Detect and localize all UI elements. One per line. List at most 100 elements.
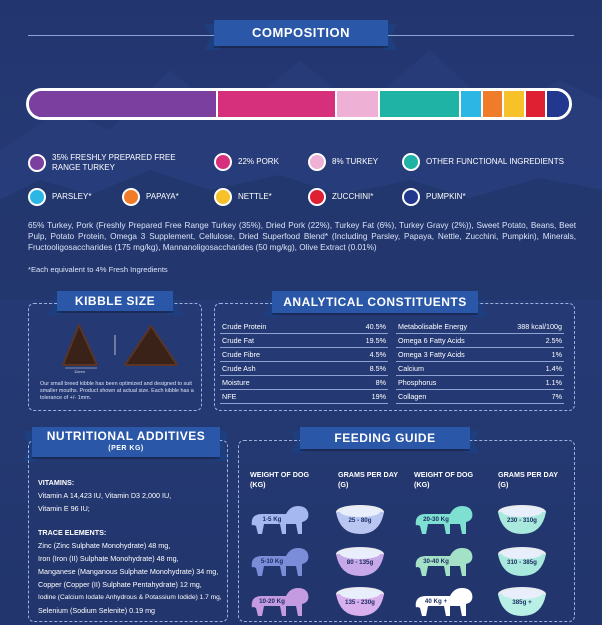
constituent-name: Crude Protein — [220, 320, 332, 334]
composition-bar — [26, 88, 572, 120]
legend-label: PUMPKIN* — [426, 192, 466, 201]
constituent-value: 1.4% — [496, 361, 564, 376]
dog-weight-label: 40 Kg + — [424, 598, 448, 605]
dog-icon — [246, 500, 312, 543]
bowl-grams-label: 135 - 230g — [345, 599, 375, 606]
feeding-header: GRAMS PER DAY (G) — [338, 470, 398, 489]
kibble-image — [62, 324, 178, 369]
analytical-row: Moisture 8% — [220, 375, 388, 390]
legend-swatch — [402, 153, 420, 171]
legend-label: PARSLEY* — [52, 192, 92, 201]
analytical-row: Crude Protein 40.5% — [220, 320, 388, 334]
bowl-icon — [332, 584, 388, 623]
analytical-table-right: Metabolisable Energy 388 kcal/100g Omega 6… — [396, 320, 564, 404]
composition-segment — [379, 91, 461, 117]
bowl-icon — [494, 502, 550, 541]
analytical-row: Crude Ash 8.5% — [220, 361, 388, 376]
bowl-grams-label: 310 - 385g — [507, 559, 537, 566]
feeding-title: FEEDING GUIDE — [300, 427, 470, 449]
bowl-grams-label: 385g + — [512, 599, 532, 606]
analytical-row: Omega 6 Fatty Acids 2.5% — [396, 333, 564, 348]
trace-line-3: Manganese (Manganous Sulphate Monohydrat… — [38, 567, 219, 576]
feeding-header: WEIGHT OF DOG (KG) — [414, 470, 474, 489]
legend-label: OTHER FUNCTIONAL INGREDIENTS — [426, 157, 564, 166]
legend-label: NETTLE* — [238, 192, 272, 201]
composition-title: COMPOSITION — [214, 20, 388, 46]
analytical-table-left: Crude Protein 40.5% Crude Fat 19.5% Crude Fi… — [220, 320, 388, 404]
composition-segment — [525, 91, 548, 117]
constituent-value: 19.5% — [331, 333, 388, 348]
legend-swatch — [122, 188, 140, 206]
feeding-header: WEIGHT OF DOG (KG) — [250, 470, 310, 489]
legend-item: PAPAYA* — [122, 188, 212, 206]
constituent-value: 40.5% — [331, 320, 388, 334]
constituent-name: Omega 6 Fatty Acids — [396, 333, 497, 348]
legend-item: 22% PORK — [214, 153, 304, 171]
legend-swatch — [308, 188, 326, 206]
constituent-value: 388 kcal/100g — [496, 320, 564, 334]
constituent-name: Collagen — [396, 389, 497, 404]
legend-label: PAPAYA* — [146, 192, 179, 201]
constituent-name: Moisture — [220, 375, 332, 390]
kibble-title: KIBBLE SIZE — [57, 291, 173, 311]
dog-icon — [410, 500, 476, 543]
legend-item: PARSLEY* — [28, 188, 118, 206]
analytical-row: Omega 3 Fatty Acids 1% — [396, 347, 564, 362]
vitamins-line-2: Vitamin E 96 IU; — [38, 504, 90, 513]
legend-label: 35% FRESHLY PREPARED FREE RANGE TURKEY — [52, 153, 176, 172]
legend-label: ZUCCHINI* — [332, 192, 374, 201]
constituent-value: 2.5% — [496, 333, 564, 348]
constituent-value: 8.5% — [331, 361, 388, 376]
feeding-header: GRAMS PER DAY (G) — [498, 470, 558, 489]
constituent-name: Phosphorus — [396, 375, 497, 390]
constituent-name: Calcium — [396, 361, 497, 376]
composition-segment — [460, 91, 483, 117]
dog-icon — [410, 542, 476, 585]
legend-swatch — [402, 188, 420, 206]
trace-line-2: Iron (Iron (II) Sulphate Monohydrate) 48… — [38, 554, 179, 563]
additives-subtitle: (PER KG) — [108, 445, 144, 452]
trace-line-5: Iodine (Calcium Iodate Anhydrous & Potas… — [38, 594, 222, 601]
vitamins-line-1: Vitamin A 14,423 IU, Vitamin D3 2,000 IU… — [38, 491, 172, 500]
dog-weight-label: 1-5 Kg — [262, 516, 282, 523]
constituent-value: 1% — [496, 347, 564, 362]
constituent-name: Crude Ash — [220, 361, 332, 376]
composition-segment — [218, 91, 337, 117]
constituent-value: 8% — [331, 375, 388, 390]
bowl-icon — [332, 544, 388, 583]
analytical-row: NFE 19% — [220, 389, 388, 404]
bowl-grams-label: 25 - 80g — [348, 517, 372, 524]
legend-item: PUMPKIN* — [402, 188, 492, 206]
bowl-icon — [332, 502, 388, 541]
vitamins-heading: VITAMINS: — [38, 478, 75, 487]
legend-item: NETTLE* — [214, 188, 304, 206]
trace-line-1: Zinc (Zinc Sulphate Monohydrate) 48 mg, — [38, 541, 171, 550]
composition-segment — [336, 91, 380, 117]
additives-title-text: NUTRITIONAL ADDITIVES — [46, 429, 206, 443]
bowl-icon — [494, 584, 550, 623]
additives-title: NUTRITIONAL ADDITIVES (PER KG) — [32, 427, 220, 457]
title-rule-left — [28, 35, 214, 36]
trace-heading: TRACE ELEMENTS: — [38, 528, 107, 537]
composition-segment — [29, 91, 218, 117]
legend-item: 8% TURKEY — [308, 153, 398, 171]
bowl-grams-label: 80 - 135g — [346, 559, 374, 566]
legend-label: 22% PORK — [238, 157, 279, 166]
composition-segment — [547, 91, 569, 117]
constituent-value: 1.1% — [496, 375, 564, 390]
legend-swatch — [28, 154, 46, 172]
composition-segment — [482, 91, 505, 117]
analytical-row: Crude Fat 19.5% — [220, 333, 388, 348]
dog-weight-label: 10-20 Kg — [259, 598, 285, 605]
analytical-row: Metabolisable Energy 388 kcal/100g — [396, 320, 564, 334]
dog-weight-label: 5-10 Kg — [260, 558, 284, 565]
legend-swatch — [214, 153, 232, 171]
constituent-name: Crude Fat — [220, 333, 332, 348]
bowl-icon — [494, 544, 550, 583]
legend-item: OTHER FUNCTIONAL INGREDIENTS — [402, 153, 582, 171]
title-rule-right — [388, 35, 574, 36]
analytical-title: ANALYTICAL CONSTITUENTS — [272, 291, 478, 313]
analytical-row: Collagen 7% — [396, 389, 564, 404]
analytical-row: Crude Fibre 4.5% — [220, 347, 388, 362]
legend-item: ZUCCHINI* — [308, 188, 398, 206]
